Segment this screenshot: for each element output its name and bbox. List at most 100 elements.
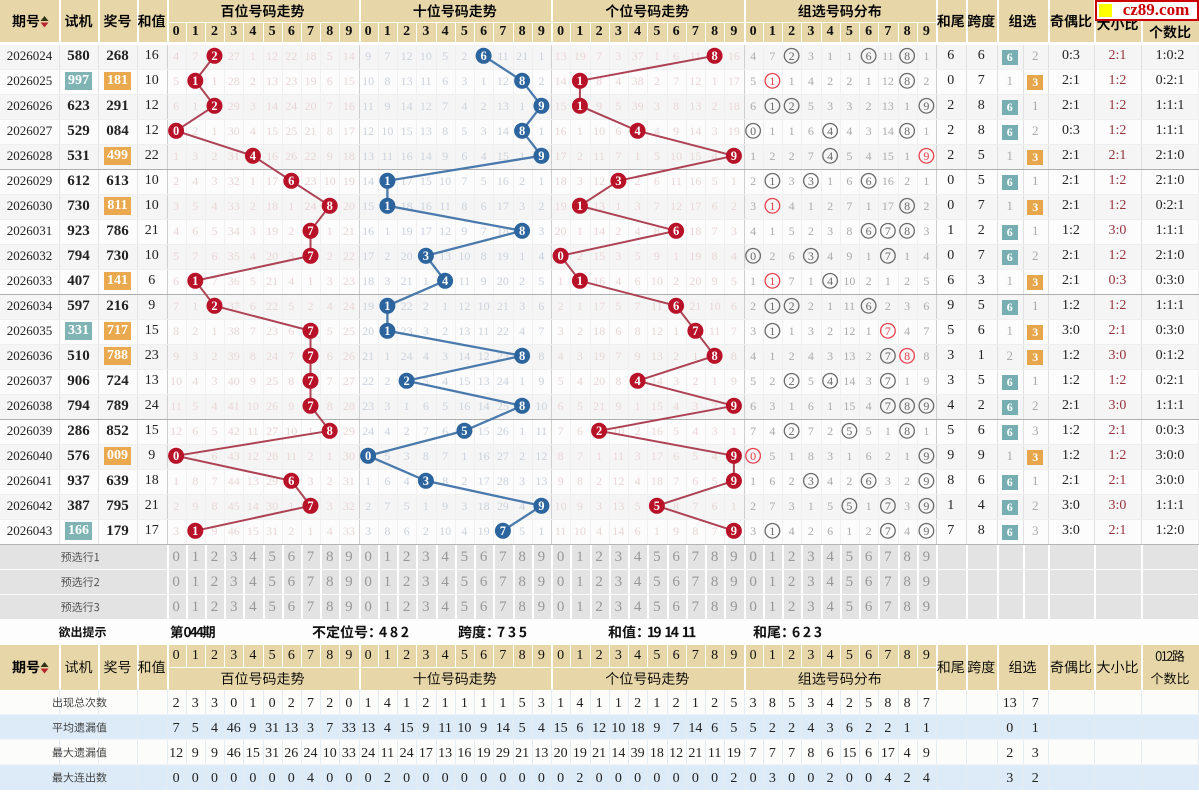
svg-text:2: 2 (789, 49, 795, 63)
svg-text:6: 6 (673, 299, 679, 313)
svg-text:1: 1 (769, 174, 775, 188)
svg-text:1: 1 (192, 74, 198, 88)
svg-text:9: 9 (731, 474, 737, 488)
svg-text:4: 4 (827, 374, 833, 388)
svg-text:9: 9 (923, 524, 929, 538)
svg-text:8: 8 (519, 74, 525, 88)
svg-text:9: 9 (923, 149, 929, 163)
svg-text:5: 5 (654, 499, 660, 513)
svg-text:8: 8 (327, 424, 333, 438)
svg-text:3: 3 (615, 174, 621, 188)
svg-text:3: 3 (808, 174, 814, 188)
svg-text:9: 9 (538, 149, 544, 163)
svg-text:0: 0 (750, 449, 756, 463)
svg-text:1: 1 (769, 299, 775, 313)
svg-text:0: 0 (173, 124, 179, 138)
svg-text:2: 2 (789, 99, 795, 113)
svg-text:6: 6 (288, 174, 294, 188)
svg-text:6: 6 (673, 224, 679, 238)
svg-text:0: 0 (365, 449, 371, 463)
svg-text:7: 7 (885, 374, 891, 388)
svg-text:4: 4 (827, 124, 833, 138)
svg-text:7: 7 (692, 324, 698, 338)
svg-text:1: 1 (384, 299, 390, 313)
svg-text:3: 3 (423, 249, 429, 263)
svg-text:1: 1 (384, 174, 390, 188)
svg-text:7: 7 (885, 499, 891, 513)
svg-text:8: 8 (519, 224, 525, 238)
svg-text:7: 7 (307, 349, 313, 363)
svg-text:1: 1 (769, 524, 775, 538)
svg-text:1: 1 (192, 524, 198, 538)
svg-text:0: 0 (173, 449, 179, 463)
svg-text:4: 4 (442, 274, 449, 288)
svg-text:7: 7 (885, 399, 891, 413)
svg-text:7: 7 (885, 249, 891, 263)
svg-text:2: 2 (211, 99, 217, 113)
svg-text:8: 8 (904, 199, 910, 213)
svg-text:9: 9 (731, 399, 737, 413)
svg-text:9: 9 (538, 99, 544, 113)
svg-text:7: 7 (307, 249, 313, 263)
svg-text:8: 8 (904, 74, 910, 88)
svg-text:7: 7 (500, 524, 506, 538)
svg-text:1: 1 (384, 324, 390, 338)
svg-text:0: 0 (750, 124, 756, 138)
svg-text:1: 1 (769, 99, 775, 113)
svg-text:2: 2 (789, 299, 795, 313)
svg-text:1: 1 (577, 274, 583, 288)
svg-text:3: 3 (808, 249, 814, 263)
svg-text:2: 2 (403, 374, 409, 388)
svg-text:9: 9 (538, 499, 544, 513)
svg-text:7: 7 (307, 399, 313, 413)
svg-text:9: 9 (923, 399, 929, 413)
svg-text:4: 4 (827, 274, 833, 288)
svg-text:8: 8 (711, 349, 717, 363)
svg-text:7: 7 (307, 224, 313, 238)
svg-text:2: 2 (211, 49, 217, 63)
svg-text:4: 4 (827, 149, 833, 163)
svg-text:9: 9 (731, 524, 737, 538)
svg-text:5: 5 (846, 499, 852, 513)
svg-text:6: 6 (866, 49, 872, 63)
svg-text:7: 7 (885, 524, 891, 538)
svg-text:6: 6 (866, 474, 872, 488)
svg-text:5: 5 (461, 424, 467, 438)
svg-text:1: 1 (192, 274, 198, 288)
svg-text:1: 1 (769, 199, 775, 213)
svg-text:7: 7 (307, 374, 313, 388)
svg-text:9: 9 (731, 149, 737, 163)
svg-text:8: 8 (904, 349, 910, 363)
svg-text:8: 8 (519, 349, 525, 363)
svg-text:7: 7 (307, 324, 313, 338)
svg-text:2: 2 (789, 424, 795, 438)
svg-text:2: 2 (596, 424, 602, 438)
svg-text:4: 4 (634, 374, 641, 388)
svg-text:9: 9 (923, 499, 929, 513)
svg-text:5: 5 (846, 424, 852, 438)
svg-text:9: 9 (923, 99, 929, 113)
svg-text:4: 4 (250, 149, 257, 163)
svg-text:1: 1 (577, 99, 583, 113)
svg-text:1: 1 (577, 199, 583, 213)
svg-text:1: 1 (384, 199, 390, 213)
svg-text:0: 0 (750, 249, 756, 263)
svg-text:6: 6 (480, 49, 486, 63)
svg-text:8: 8 (327, 199, 333, 213)
svg-text:3: 3 (423, 474, 429, 488)
svg-text:7: 7 (885, 224, 891, 238)
svg-text:8: 8 (519, 399, 525, 413)
svg-text:8: 8 (711, 49, 717, 63)
svg-text:1: 1 (577, 74, 583, 88)
svg-text:7: 7 (307, 499, 313, 513)
svg-text:4: 4 (634, 124, 641, 138)
svg-text:2: 2 (211, 299, 217, 313)
svg-text:7: 7 (885, 349, 891, 363)
svg-text:3: 3 (808, 474, 814, 488)
svg-text:8: 8 (519, 124, 525, 138)
svg-text:6: 6 (866, 174, 872, 188)
svg-text:0: 0 (557, 249, 563, 263)
svg-text:8: 8 (904, 399, 910, 413)
svg-text:8: 8 (904, 424, 910, 438)
svg-text:7: 7 (885, 324, 891, 338)
